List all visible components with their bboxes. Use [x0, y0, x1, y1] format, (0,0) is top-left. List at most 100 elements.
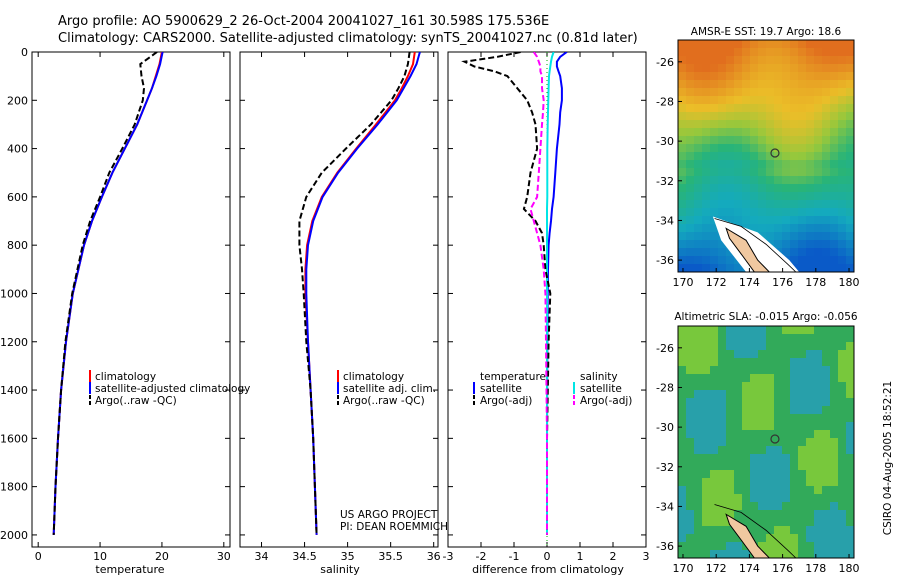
map-cell: [774, 326, 783, 335]
map-cell: [766, 80, 775, 89]
map-cell: [766, 406, 775, 415]
map-cell: [686, 430, 695, 439]
map-cell: [774, 224, 783, 233]
map-cell: [766, 502, 775, 511]
y-tick-label: -34: [656, 500, 674, 513]
legend-label: temperature: [480, 371, 546, 383]
map-cell: [710, 334, 719, 343]
map-cell: [710, 326, 719, 335]
map-cell: [846, 462, 854, 471]
map-cell: [758, 526, 767, 535]
map-cell: [718, 264, 727, 272]
x-tick-label: 36: [427, 550, 441, 563]
map-cell: [734, 264, 743, 272]
x-tick-label: 10: [93, 550, 107, 563]
map-cell: [782, 96, 791, 105]
map-cell: [686, 240, 695, 249]
depth-contour: [714, 504, 797, 558]
map-cell: [790, 256, 799, 265]
map-cell: [718, 334, 727, 343]
map-cell: [694, 518, 703, 527]
y-tick-label: 400: [7, 143, 28, 156]
map-cell: [814, 406, 823, 415]
map-cell: [822, 414, 831, 423]
map-cell: [702, 510, 711, 519]
y-tick-label: 0: [21, 46, 28, 59]
map-cell: [742, 200, 751, 209]
map-cell: [782, 446, 791, 455]
map-cell: [838, 390, 847, 399]
map-cell: [790, 334, 799, 343]
map-cell: [718, 48, 727, 57]
salinity-xlabel: salinity: [320, 563, 360, 576]
map-cell: [726, 168, 735, 177]
map-cell: [742, 72, 751, 81]
map-cell: [678, 248, 687, 257]
map-cell: [742, 192, 751, 201]
map-cell: [686, 72, 695, 81]
map-cell: [758, 438, 767, 447]
map-cell: [838, 382, 847, 391]
map-cell: [766, 494, 775, 503]
map-cell: [766, 192, 775, 201]
map-cell: [694, 96, 703, 105]
map-cell: [758, 414, 767, 423]
map-cell: [838, 232, 847, 241]
map-cell: [774, 48, 783, 57]
map-cell: [702, 232, 711, 241]
map-cell: [806, 342, 815, 351]
map-cell: [726, 208, 735, 217]
x-tick-label: 20: [155, 550, 169, 563]
map-cell: [846, 168, 854, 177]
map-cell: [758, 334, 767, 343]
map-cell: [678, 112, 687, 121]
map-cell: [782, 232, 791, 241]
map-cell: [694, 144, 703, 153]
map-cell: [742, 494, 751, 503]
map-cell: [758, 494, 767, 503]
series-satellite-adjusted-climatology: [52, 52, 164, 535]
map-cell: [734, 40, 743, 49]
map-cell: [734, 446, 743, 455]
map-cell: [846, 350, 854, 359]
map-cell: [822, 40, 831, 49]
map-cell: [694, 406, 703, 415]
map-cell: [750, 112, 759, 121]
sla-map-frame: [677, 325, 855, 559]
map-cell: [830, 120, 839, 129]
map-cell: [718, 56, 727, 65]
map-cell: [822, 422, 831, 431]
float-marker: [770, 434, 780, 444]
map-cell: [822, 56, 831, 65]
map-cell: [766, 550, 775, 558]
map-cell: [750, 494, 759, 503]
map-cell: [782, 534, 791, 543]
map-cell: [838, 398, 847, 407]
map-cell: [782, 192, 791, 201]
map-cell: [806, 486, 815, 495]
map-cell: [734, 470, 743, 479]
map-cell: [838, 526, 847, 535]
map-cell: [718, 422, 727, 431]
map-cell: [782, 438, 791, 447]
map-cell: [782, 56, 791, 65]
map-cell: [838, 240, 847, 249]
map-cell: [846, 112, 854, 121]
map-cell: [790, 128, 799, 137]
map-cell: [718, 398, 727, 407]
map-cell: [766, 216, 775, 225]
map-cell: [838, 374, 847, 383]
map-cell: [758, 470, 767, 479]
map-cell: [702, 144, 711, 153]
map-cell: [798, 454, 807, 463]
map-cell: [806, 224, 815, 233]
map-cell: [734, 358, 743, 367]
map-cell: [822, 326, 831, 335]
map-cell: [798, 240, 807, 249]
map-cell: [766, 152, 775, 161]
map-cell: [742, 56, 751, 65]
y-tick-label: -28: [656, 381, 674, 394]
map-cell: [830, 358, 839, 367]
map-cell: [830, 232, 839, 241]
map-cell: [798, 382, 807, 391]
